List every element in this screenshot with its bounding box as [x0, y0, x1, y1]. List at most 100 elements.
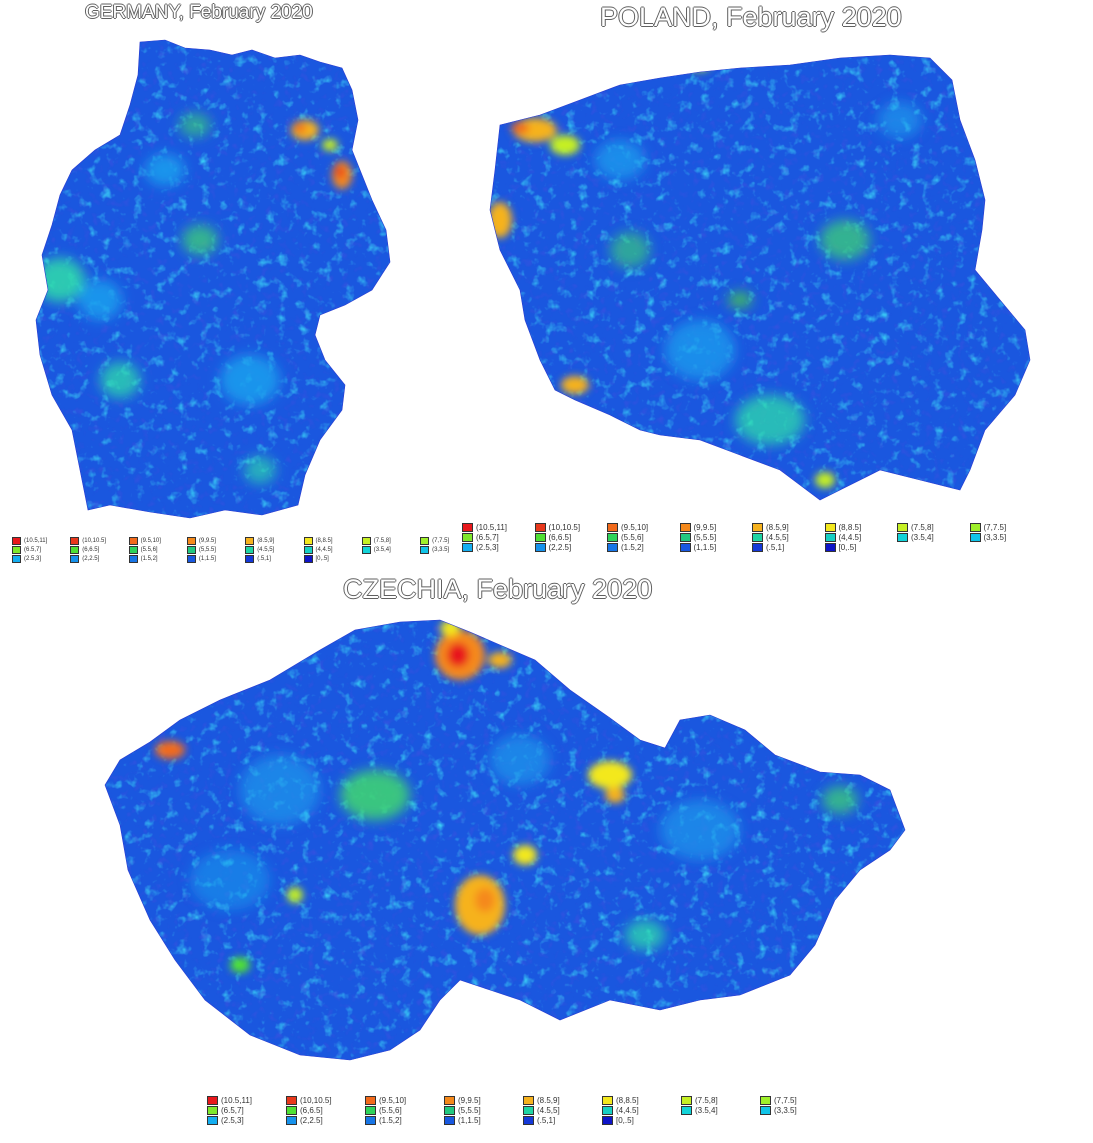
legend-item: (6,6.5]: [286, 1106, 323, 1115]
legend-label: (7,7.5]: [774, 1096, 797, 1105]
legend-swatch: [12, 537, 21, 545]
legend-label: (5,5.5]: [198, 547, 216, 553]
legend-label: (1.5,2]: [140, 556, 158, 562]
legend-label: (9,9.5]: [198, 538, 216, 544]
legend-item: (10,10.5]: [286, 1096, 332, 1105]
legend-swatch: [523, 1096, 534, 1105]
legend-label: (4.5,5]: [537, 1106, 560, 1115]
legend-label: (4.5,5]: [766, 533, 789, 542]
legend-item: (9.5,10]: [128, 537, 161, 545]
legend-item: (.5,1]: [523, 1116, 555, 1125]
legend-item: (3.5,4]: [897, 533, 934, 542]
legend-label: (8,8.5]: [315, 538, 333, 544]
legend-swatch: [679, 543, 691, 552]
legend-item: (8,8.5]: [824, 523, 862, 532]
germany-choropleth: [36, 40, 390, 518]
legend-label: (3.5,4]: [911, 533, 934, 542]
legend-swatch: [361, 546, 371, 554]
legend-label: (9,9.5]: [458, 1096, 481, 1105]
legend-label: (3.5,4]: [373, 547, 391, 553]
legend-label: [0,.5]: [838, 543, 857, 552]
czechia-map-title: CZECHIA, February 2020: [343, 574, 653, 604]
germany-map-title: GERMANY, February 2020: [85, 2, 313, 23]
legend-label: (4.5,5]: [257, 547, 275, 553]
legend-item: (10,10.5]: [534, 523, 580, 532]
legend-swatch: [534, 523, 546, 532]
legend-item: (1,1.5]: [679, 543, 716, 552]
legend-label: (9.5,10]: [140, 538, 161, 544]
legend-swatch: [128, 555, 138, 563]
legend-swatch: [303, 555, 313, 563]
legend-swatch: [534, 543, 546, 552]
legend-label: (.5,1]: [257, 556, 271, 562]
legend-label: (7.5,8]: [373, 538, 391, 544]
legend-item: (7,7.5]: [420, 537, 449, 545]
legend-item: (8,8.5]: [303, 537, 333, 545]
legend-swatch: [462, 543, 473, 552]
legend-label: (5.5,6]: [379, 1106, 402, 1115]
legend-swatch: [186, 546, 196, 554]
legend-swatch: [128, 537, 138, 545]
legend-swatch: [897, 523, 908, 532]
legend-swatch: [752, 543, 763, 552]
legend-swatch: [420, 537, 430, 545]
legend-item: (.5,1]: [245, 555, 271, 563]
legend-label: (2.5,3]: [221, 1116, 244, 1125]
legend-label: (7.5,8]: [695, 1096, 718, 1105]
legend-swatch: [361, 537, 371, 545]
legend-item: (9,9.5]: [186, 537, 216, 545]
legend-label: (10.5,11]: [221, 1096, 252, 1105]
legend-swatch: [607, 523, 618, 532]
legend-label: (9.5,10]: [379, 1096, 407, 1105]
legend-label: (5.5,6]: [621, 533, 644, 542]
legend-swatch: [444, 1116, 455, 1125]
legend-label: (9.5,10]: [621, 523, 649, 532]
legend-item: (2,2.5]: [70, 555, 99, 563]
legend-swatch: [70, 555, 80, 563]
legend-swatch: [969, 533, 981, 542]
legend-swatch: [523, 1116, 534, 1125]
legend-swatch: [681, 1096, 692, 1105]
legend-item: (10.5,11]: [207, 1096, 252, 1105]
legend-swatch: [365, 1096, 376, 1105]
legend-swatch: [12, 546, 21, 554]
legend-item: (1.5,2]: [365, 1116, 402, 1125]
legend-swatch: [444, 1096, 455, 1105]
legend-swatch: [679, 523, 691, 532]
legend-swatch: [207, 1116, 218, 1125]
legend-item: (7,7.5]: [969, 523, 1006, 532]
legend-item: (10,10.5]: [70, 537, 106, 545]
legend-label: (5,5.5]: [693, 533, 717, 542]
legend-swatch: [824, 533, 836, 542]
legend-item: (10.5,11]: [12, 537, 47, 545]
legend-swatch: [752, 523, 763, 532]
legend-label: (3.5,4]: [695, 1106, 718, 1115]
legend-label: [0,.5]: [616, 1116, 634, 1125]
legend-label: (3,3.5]: [432, 547, 450, 553]
legend-item: (.5,1]: [752, 543, 784, 552]
legend-swatch: [462, 523, 473, 532]
legend-item: (4,4.5]: [303, 546, 333, 554]
legend-label: (2.5,3]: [476, 543, 499, 552]
legend-item: (8.5,9]: [245, 537, 274, 545]
legend-swatch: [752, 533, 763, 542]
legend-item: (2.5,3]: [207, 1116, 244, 1125]
legend-label: (6,6.5]: [82, 547, 100, 553]
legend-label: (1,1.5]: [198, 556, 216, 562]
legend-item: (4.5,5]: [752, 533, 789, 542]
legend-item: (4,4.5]: [602, 1106, 639, 1115]
legend-label: (8,8.5]: [838, 523, 862, 532]
legend-label: (9,9.5]: [693, 523, 717, 532]
czechia-choropleth: [105, 620, 905, 1060]
legend-item: (5,5.5]: [186, 546, 216, 554]
legend-item: (5.5,6]: [365, 1106, 402, 1115]
legend-item: (9.5,10]: [365, 1096, 406, 1105]
legend-label: (4,4.5]: [838, 533, 862, 542]
legend-label: (8.5,9]: [537, 1096, 560, 1105]
legend-label: (10.5,11]: [476, 523, 507, 532]
legend-swatch: [186, 537, 196, 545]
legend-item: (6.5,7]: [12, 546, 41, 554]
legend-item: [0,.5]: [824, 543, 857, 552]
legend-swatch: [969, 523, 981, 532]
legend-label: (2,2.5]: [82, 556, 100, 562]
